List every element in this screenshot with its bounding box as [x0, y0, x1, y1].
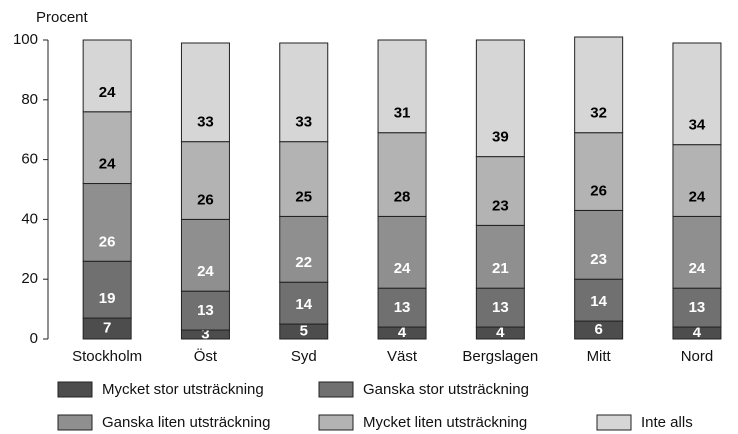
bar-segment — [377, 287, 427, 328]
legend-label: Mycket stor utsträckning — [102, 381, 264, 398]
value-label: 4 — [496, 324, 505, 341]
bar-segment — [279, 215, 329, 283]
y-tick-label: 60 — [21, 151, 38, 168]
bar-segment — [82, 183, 132, 262]
x-tick-label: Mitt — [587, 348, 612, 365]
value-label: 32 — [590, 105, 607, 122]
value-label: 24 — [99, 156, 116, 173]
x-tick-label: Väst — [387, 348, 418, 365]
value-label: 24 — [197, 263, 214, 280]
value-label: 13 — [394, 299, 411, 316]
legend-swatch — [318, 381, 354, 398]
value-label: 28 — [394, 188, 411, 205]
bar-segment — [672, 287, 722, 328]
legend-swatch — [57, 414, 93, 431]
x-tick-label: Öst — [194, 347, 218, 365]
legend-label: Ganska liten utsträckning — [102, 414, 270, 431]
legend-swatch — [57, 381, 93, 398]
value-label: 23 — [590, 251, 607, 268]
bar-segment — [180, 42, 230, 143]
value-label: 24 — [689, 188, 706, 205]
bar-segment — [574, 36, 624, 134]
value-label: 3 — [201, 325, 209, 342]
value-label: 14 — [590, 293, 607, 310]
x-tick-label: Bergslagen — [462, 348, 538, 365]
value-label: 24 — [99, 84, 116, 101]
value-label: 7 — [103, 320, 111, 337]
value-label: 4 — [693, 324, 702, 341]
value-label: 25 — [295, 188, 312, 205]
value-label: 33 — [197, 114, 214, 131]
value-label: 24 — [689, 260, 706, 277]
value-label: 4 — [398, 324, 407, 341]
x-tick-label: Nord — [681, 348, 714, 365]
x-tick-label: Stockholm — [72, 348, 142, 365]
bar-segment — [672, 215, 722, 289]
bar-segment — [672, 144, 722, 217]
legend-swatch — [596, 414, 632, 431]
y-tick-label: 40 — [21, 210, 38, 227]
legend-swatch — [318, 414, 354, 431]
bar-segment — [377, 39, 427, 134]
bar-segment — [180, 218, 230, 292]
value-label: 14 — [295, 296, 312, 313]
value-label: 39 — [492, 129, 509, 146]
bar-segment — [475, 156, 525, 226]
value-label: 31 — [394, 105, 411, 122]
y-tick-label: 100 — [13, 31, 38, 48]
bar-segment — [475, 224, 525, 289]
value-label: 6 — [594, 321, 602, 338]
legend-label: Ganska stor utsträckning — [363, 381, 529, 398]
bar-segment — [475, 287, 525, 328]
y-tick-label: 0 — [30, 330, 38, 347]
value-label: 19 — [99, 290, 116, 307]
value-label: 26 — [99, 233, 116, 250]
value-label: 23 — [492, 197, 509, 214]
bar-segment — [279, 42, 329, 143]
bar-segment — [574, 278, 624, 322]
bar-segment — [82, 111, 132, 185]
bar-segment — [377, 132, 427, 217]
value-label: 5 — [300, 322, 308, 339]
legend-label: Mycket liten utsträckning — [363, 414, 527, 431]
value-label: 22 — [295, 254, 312, 271]
y-tick-label: 20 — [21, 270, 38, 287]
bar-segment — [672, 42, 722, 146]
value-label: 13 — [197, 302, 214, 319]
value-label: 24 — [394, 260, 411, 277]
legend-label: Inte alls — [641, 414, 693, 431]
bar-segment — [475, 39, 525, 158]
y-axis-label: Procent — [36, 9, 89, 26]
value-label: 33 — [295, 114, 312, 131]
value-label: 13 — [689, 299, 706, 316]
bar-segment — [574, 132, 624, 211]
value-label: 21 — [492, 260, 509, 277]
bar-segment — [82, 39, 132, 113]
value-label: 26 — [590, 182, 607, 199]
x-tick-label: Syd — [291, 348, 317, 365]
bar-segment — [377, 215, 427, 289]
value-label: 13 — [492, 299, 509, 316]
bar-segment — [279, 281, 329, 325]
value-label: 34 — [689, 117, 706, 134]
value-label: 26 — [197, 191, 214, 208]
bar-segment — [574, 209, 624, 280]
y-tick-label: 80 — [21, 91, 38, 108]
